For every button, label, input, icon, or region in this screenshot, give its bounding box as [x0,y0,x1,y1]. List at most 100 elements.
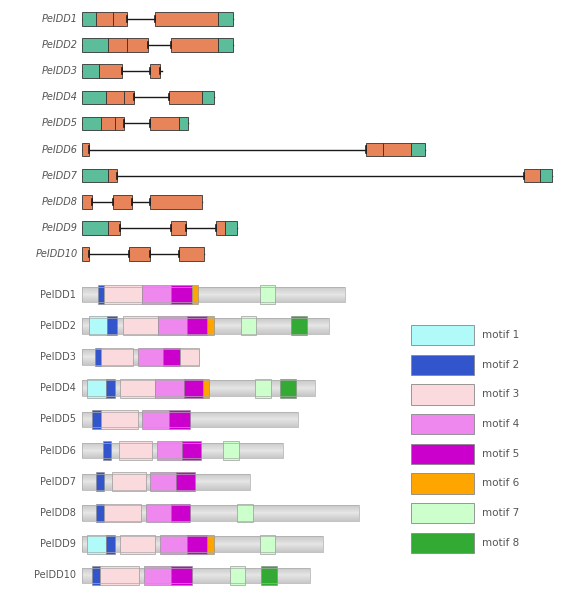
Bar [218,38,232,52]
Bar [182,441,201,460]
Bar [540,169,552,182]
Bar [411,385,474,404]
Bar [82,349,200,365]
Bar [103,441,111,460]
Text: motif 1: motif 1 [482,330,519,340]
Bar [411,533,474,553]
Text: PeIDD8: PeIDD8 [41,197,78,207]
Bar [82,64,99,78]
Bar [82,195,92,209]
Bar [88,316,107,335]
Bar [82,169,108,182]
Bar [96,503,104,523]
Bar [113,195,132,209]
Bar [96,472,104,491]
Bar [108,221,120,235]
Bar [82,412,298,427]
Bar [96,12,113,26]
Text: PeIDD9: PeIDD9 [41,223,78,233]
Bar [280,379,296,398]
Bar [238,503,253,523]
Text: PeIDD3: PeIDD3 [40,352,76,362]
Bar [179,116,188,130]
Bar [82,568,310,583]
Text: PeIDD4: PeIDD4 [40,383,76,393]
Bar [169,91,202,104]
Bar [223,441,239,460]
Bar [158,316,187,335]
Bar [106,379,116,398]
Bar [156,441,182,460]
Text: motif 2: motif 2 [482,360,519,370]
Bar [411,443,474,464]
Bar [202,91,214,104]
Bar [208,535,214,554]
Bar [524,169,540,182]
Bar [255,379,270,398]
Bar [184,379,202,398]
Bar [171,285,192,304]
Bar [383,143,411,157]
Bar [82,443,284,458]
Bar [411,503,474,523]
Bar [92,566,100,585]
Bar [144,566,171,585]
Bar [160,535,187,554]
Bar [218,12,232,26]
Bar [101,116,115,130]
Bar [82,380,315,396]
Text: motif 5: motif 5 [482,449,519,459]
Bar [82,143,89,157]
Bar [150,64,160,78]
Text: PeIDD5: PeIDD5 [41,118,78,128]
Text: PeIDD10: PeIDD10 [34,571,76,580]
Bar [104,285,142,304]
Bar [129,247,150,261]
Bar [261,566,277,585]
Text: PeIDD6: PeIDD6 [40,446,76,455]
Bar [411,355,474,375]
Bar [127,38,148,52]
Text: PeIDD4: PeIDD4 [41,92,78,103]
Text: motif 3: motif 3 [482,389,519,400]
Text: PeIDD7: PeIDD7 [40,477,76,487]
Bar [100,566,139,585]
Bar [171,38,218,52]
Bar [171,221,185,235]
Bar [82,91,105,104]
Bar [170,410,190,429]
Text: PeIDD10: PeIDD10 [35,249,78,259]
Bar [82,247,89,261]
Text: motif 8: motif 8 [482,538,519,548]
Bar [82,536,323,552]
Bar [99,64,122,78]
Text: motif 6: motif 6 [482,478,519,488]
Bar [216,221,226,235]
Bar [101,410,138,429]
Bar [119,441,152,460]
Bar [113,12,127,26]
Bar [171,503,190,523]
Bar [142,285,171,304]
Bar [107,316,117,335]
Bar [82,318,329,334]
Text: PeIDD3: PeIDD3 [41,66,78,76]
Bar [142,410,170,429]
Bar [87,535,106,554]
Bar [260,285,276,304]
Text: motif 7: motif 7 [482,508,519,518]
Bar [138,347,163,367]
Bar [179,247,204,261]
Bar [82,505,359,521]
Bar [230,566,246,585]
Bar [171,566,192,585]
Bar [202,379,209,398]
Bar [104,503,141,523]
Bar [226,221,237,235]
Bar [98,285,104,304]
Bar [208,316,214,335]
Text: PeIDD6: PeIDD6 [41,145,78,155]
Bar [87,379,106,398]
Text: motif 4: motif 4 [482,419,519,429]
Bar [291,316,307,335]
